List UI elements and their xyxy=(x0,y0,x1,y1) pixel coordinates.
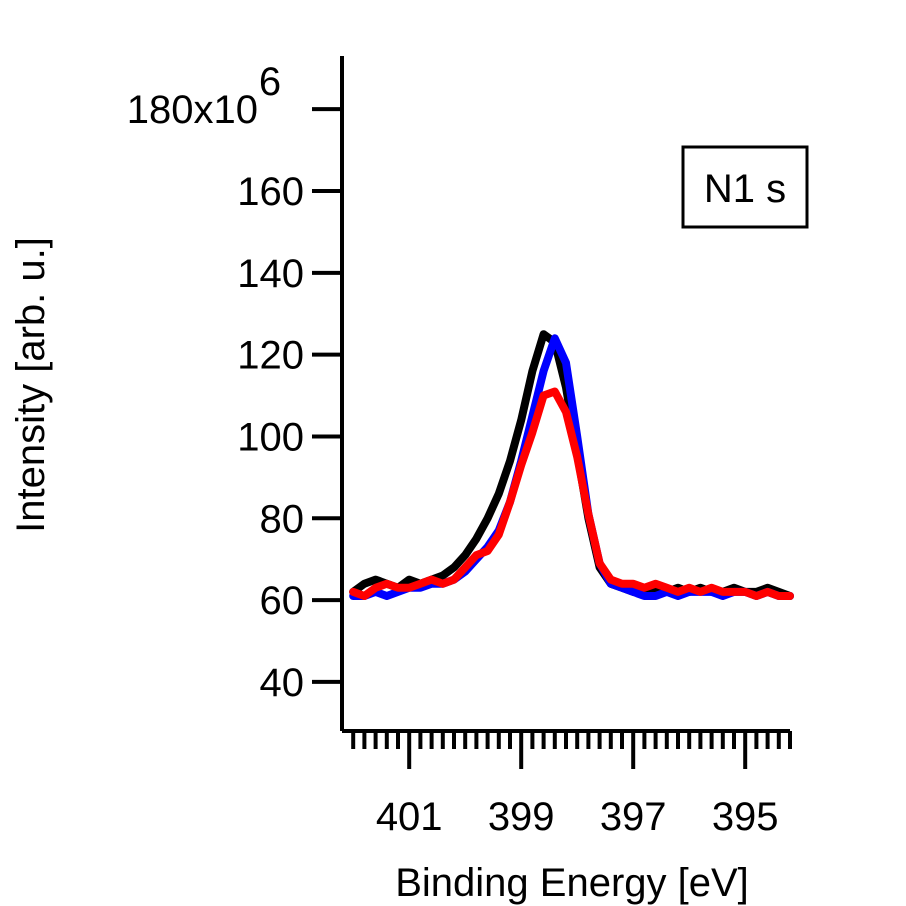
y-tick-label-140: 140 xyxy=(237,252,304,296)
y-tick-label-120: 120 xyxy=(237,334,304,378)
y-tick-label-60: 60 xyxy=(260,579,305,623)
x-tick-label-401: 401 xyxy=(376,795,443,839)
x-tick-label-399: 399 xyxy=(488,795,555,839)
series-line-2 xyxy=(349,334,794,600)
y-unit-exponent: 6 xyxy=(259,60,281,104)
x-axis-title: Binding Energy [eV] xyxy=(395,861,749,905)
x-axis-ticks: 401 399 397 395 xyxy=(351,731,792,839)
y-tick-label-180: 180x10 xyxy=(127,88,258,132)
x-tick-label-395: 395 xyxy=(712,795,779,839)
n1s-annotation: N1 s xyxy=(681,145,809,229)
y-tick-label-80: 80 xyxy=(260,497,305,541)
y-tick-label-40: 40 xyxy=(260,661,305,705)
y-axis-title: Intensity [arb. u.] xyxy=(9,237,53,533)
y-tick-label-160: 160 xyxy=(237,170,304,214)
x-tick-label-397: 397 xyxy=(600,795,667,839)
series-line-3 xyxy=(349,387,794,600)
annotation-box xyxy=(681,145,809,229)
annotation-label: N1 s xyxy=(704,167,786,211)
y-axis-ticks: 40 60 80 100 120 140 160 180x10 xyxy=(127,88,342,705)
series-layer xyxy=(349,330,794,600)
y-tick-label-100: 100 xyxy=(237,415,304,459)
